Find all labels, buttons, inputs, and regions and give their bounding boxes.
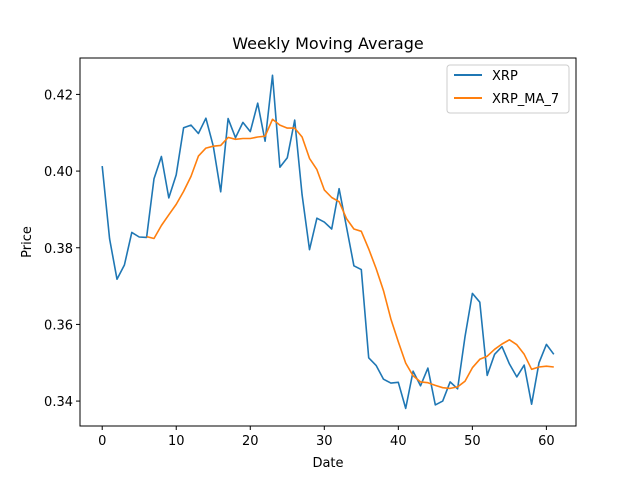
y-tick-label: 0.36 — [44, 318, 73, 333]
chart-title: Weekly Moving Average — [232, 34, 423, 53]
x-tick-label: 0 — [98, 434, 106, 449]
y-tick-label: 0.40 — [44, 165, 73, 180]
plot-area — [101, 74, 555, 410]
legend-label-xrp-ma-7: XRP_MA_7 — [492, 92, 559, 107]
y-tick-label: 0.38 — [44, 242, 73, 257]
y-tick-label: 0.34 — [44, 395, 73, 410]
x-tick-label: 60 — [538, 434, 555, 449]
legend-label-xrp: XRP — [492, 69, 518, 84]
legend: XRP XRP_MA_7 — [446, 64, 570, 114]
series-line-xrp — [101, 74, 555, 410]
axes-frame — [79, 57, 577, 427]
x-tick-label: 10 — [168, 434, 185, 449]
x-tick-label: 50 — [464, 434, 481, 449]
x-axis: 0 10 20 30 40 50 60 — [98, 426, 555, 449]
legend-box — [446, 64, 570, 114]
x-axis-label: Date — [312, 456, 343, 471]
x-tick-label: 40 — [390, 434, 407, 449]
x-tick-label: 20 — [242, 434, 259, 449]
y-axis-label: Price — [20, 226, 35, 258]
x-tick-label: 30 — [316, 434, 333, 449]
y-axis: 0.34 0.36 0.38 0.40 0.42 — [44, 88, 80, 410]
y-tick-label: 0.42 — [44, 88, 73, 103]
series-line-xrp-ma-7 — [146, 118, 554, 390]
